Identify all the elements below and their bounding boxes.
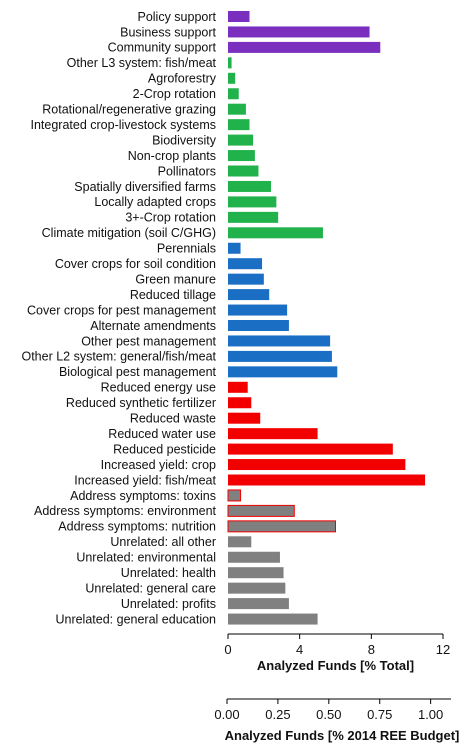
- bar: [228, 88, 239, 100]
- category-label: Agroforestry: [148, 72, 217, 86]
- category-label: Reduced waste: [130, 412, 216, 426]
- category-label: Cover crops for pest management: [27, 303, 217, 317]
- category-label: Perennials: [157, 242, 216, 256]
- category-label: Climate mitigation (soil C/GHG): [42, 226, 216, 240]
- primary-tick-label: 8: [368, 642, 375, 657]
- bar: [228, 11, 250, 22]
- bar: [228, 165, 259, 177]
- bar: [227, 520, 336, 533]
- category-label: Spatially diversified farms: [74, 180, 216, 194]
- category-label: Reduced tillage: [130, 288, 216, 302]
- category-label: Other pest management: [81, 334, 216, 348]
- category-label: Unrelated: health: [121, 566, 216, 580]
- secondary-tick-label: 0.75: [367, 707, 392, 722]
- bar: [227, 489, 242, 502]
- category-label: Biodiversity: [152, 133, 217, 147]
- category-label: Address symptoms: toxins: [70, 489, 216, 503]
- bar: [228, 289, 270, 301]
- secondary-tick-label: 0.25: [265, 707, 290, 722]
- bar: [228, 211, 279, 223]
- category-label: Green manure: [135, 272, 216, 286]
- primary-axis-title: Analyzed Funds [% Total]: [257, 658, 414, 673]
- bar: [228, 57, 232, 69]
- bar: [228, 103, 246, 115]
- bar: [228, 459, 406, 471]
- bar: [228, 397, 252, 409]
- bar: [228, 320, 289, 331]
- bar: [228, 443, 393, 455]
- category-label: Non-crop plants: [128, 149, 216, 163]
- bar: [228, 304, 288, 316]
- category-label: Pollinators: [158, 164, 216, 178]
- category-label: Other L2 system: general/fish/meat: [21, 350, 216, 364]
- category-label: Community support: [108, 41, 217, 55]
- category-label: Unrelated: general education: [55, 612, 216, 626]
- bar: [228, 613, 318, 625]
- category-label: Locally adapted crops: [94, 195, 216, 209]
- bar: [228, 412, 261, 424]
- bar: [228, 134, 254, 146]
- secondary-axis-title: Analyzed Funds [% 2014 REE Budget]: [225, 728, 460, 743]
- bar: [228, 551, 280, 563]
- category-label: Integrated crop-livestock systems: [31, 118, 217, 132]
- secondary-tick-label: 0.00: [214, 707, 239, 722]
- category-label: Reduced synthetic fertilizer: [66, 396, 216, 410]
- bar: [228, 366, 338, 378]
- category-label: Reduced pesticide: [113, 442, 216, 456]
- secondary-tick-label: 1.00: [418, 707, 443, 722]
- category-label: Address symptoms: nutrition: [58, 520, 216, 534]
- bar: [228, 273, 264, 285]
- category-label: Reduced energy use: [101, 381, 216, 395]
- bar: [228, 119, 250, 131]
- category-label: Increased yield: fish/meat: [74, 473, 216, 487]
- category-label: Biological pest management: [59, 365, 217, 379]
- primary-tick-label: 0: [224, 642, 231, 657]
- category-label: Unrelated: general care: [85, 581, 216, 595]
- category-label: Rotational/regenerative grazing: [42, 103, 216, 117]
- bar: [228, 258, 263, 270]
- bar: [228, 26, 370, 38]
- category-label: Policy support: [137, 10, 216, 24]
- primary-tick-label: 4: [296, 642, 303, 657]
- bar: [228, 474, 426, 486]
- category-label: 3+-Crop rotation: [125, 211, 216, 225]
- category-label: Increased yield: crop: [101, 458, 216, 472]
- bar: [228, 350, 332, 362]
- bar: [228, 72, 236, 84]
- bar: [228, 536, 252, 548]
- bar: [228, 598, 289, 610]
- bar: [227, 504, 295, 517]
- category-label: Alternate amendments: [90, 319, 216, 333]
- primary-x-axis: 0 4 8 12 Analyzed Funds [% Total]: [224, 633, 450, 673]
- bar: [228, 150, 255, 162]
- bar: [228, 227, 323, 239]
- bar: [228, 335, 331, 347]
- category-label: Cover crops for soil condition: [55, 257, 216, 271]
- category-label: Address symptoms: environment: [34, 504, 217, 518]
- category-label: Reduced water use: [108, 427, 216, 441]
- bar: [228, 582, 286, 594]
- secondary-axis-ticks: 0.00 0.25 0.50 0.75 1.00: [214, 699, 443, 722]
- bars: [227, 11, 426, 625]
- primary-tick-label: 12: [436, 642, 450, 657]
- category-label: Unrelated: all other: [110, 535, 216, 549]
- bar: [228, 41, 381, 53]
- category-label: Unrelated: environmental: [76, 551, 216, 565]
- bar: [228, 428, 318, 440]
- primary-axis-ticks: 0 4 8 12: [224, 634, 450, 657]
- secondary-x-axis: 0.00 0.25 0.50 0.75 1.00 Analyzed Funds [% 2…: [214, 698, 460, 743]
- category-label: Other L3 system: fish/meat: [67, 56, 217, 70]
- category-label: Unrelated: profits: [121, 597, 216, 611]
- bar: [228, 381, 248, 393]
- secondary-tick-label: 0.50: [316, 707, 341, 722]
- bar: [228, 196, 277, 208]
- bar: [228, 242, 241, 254]
- bar: [228, 180, 271, 192]
- category-label: 2-Crop rotation: [133, 87, 216, 101]
- category-label: Business support: [120, 25, 216, 39]
- bar: [228, 567, 284, 579]
